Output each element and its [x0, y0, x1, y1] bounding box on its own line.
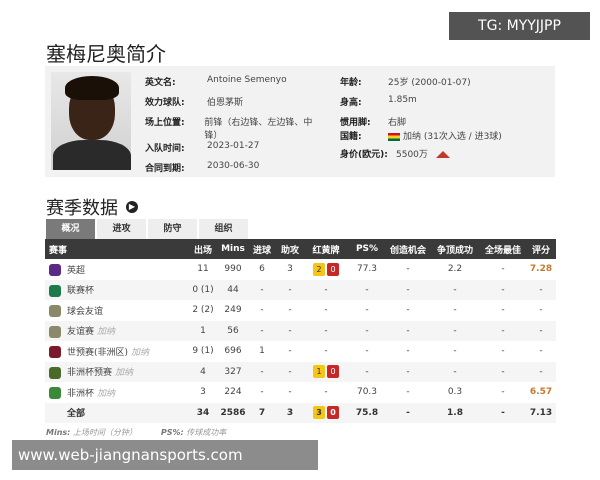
yellow-card: 3 [313, 406, 325, 420]
table-row[interactable]: 全部 34 2586 7 3 3 0 75.8-1.8- 7.13 [45, 402, 556, 423]
table-row[interactable]: 球会友谊 2 (2) 249- - ----- - [45, 300, 556, 321]
cards: - [324, 346, 328, 357]
column-header: 评分 [526, 239, 556, 259]
table-row[interactable]: 联赛杯 0 (1) 44- - ----- - [45, 279, 556, 300]
yellow-card: 2 [313, 262, 325, 276]
column-header: 红黄牌 [304, 239, 348, 259]
column-header: Mins [218, 239, 248, 259]
tab-0[interactable]: 概况 [46, 219, 95, 239]
legend-notes: Mins: 上场时间（分钟） PS%: 传球成功率 [46, 427, 250, 438]
table-row[interactable]: 友谊赛 加纳 1 56- - ----- - [45, 320, 556, 341]
table-row[interactable]: 世预赛(非洲区) 加纳 9 (1) 696 1- ----- - [45, 341, 556, 362]
column-header: 全场最佳 [480, 239, 526, 259]
tab-2[interactable]: 防守 [148, 219, 197, 239]
section-title: 赛季数据 ▶ [46, 194, 138, 220]
tab-3[interactable]: 组织 [199, 219, 248, 239]
red-card: 0 [327, 262, 339, 276]
cards: - [324, 387, 328, 398]
profile-field: 国籍: 加纳 (31次入选 / 进3球) [340, 132, 502, 142]
tab-1[interactable]: 进攻 [97, 219, 146, 239]
profile-card: 英文名: Antoine Semenyo 效力球队: 伯恩茅斯场上位置: 前锋（右边锋、… [45, 66, 555, 177]
cards: - [324, 305, 328, 316]
column-header: 创造机会 [386, 239, 430, 259]
note: PS%: 传球成功率 [160, 428, 227, 437]
profile-field: 英文名: Antoine Semenyo [145, 75, 287, 88]
column-header: 赛事 [45, 239, 188, 259]
ghana-flag-icon [388, 132, 400, 141]
profile-field: 年龄: 25岁 (2000-01-07) [340, 78, 471, 88]
competition-name: 全部 [67, 409, 86, 419]
competition-name: 非洲杯预赛 [67, 368, 113, 378]
player-photo [51, 72, 131, 170]
competition-logo-icon [49, 346, 61, 358]
column-header: PS% [348, 239, 386, 259]
stats-tabs: 概况 进攻 防守 组织 [46, 219, 250, 239]
column-header: 助攻 [276, 239, 304, 259]
profile-field: 效力球队: 伯恩茅斯 [145, 98, 244, 108]
competition-logo-icon [49, 325, 61, 338]
profile-field: 身高: 1.85m [340, 95, 417, 108]
table-row[interactable]: 非洲杯 加纳 3 224- - -70.3-0.3- 6.57 [45, 382, 556, 403]
profile-field: 合同到期: 2030-06-30 [145, 161, 260, 174]
competition-name: 非洲杯 [67, 388, 95, 399]
watermark-bottom: www.web-jiangnansports.com [12, 440, 318, 470]
competition-logo-icon [49, 366, 61, 379]
competition-name: 联赛杯 [67, 286, 95, 296]
column-header: 进球 [248, 239, 276, 259]
competition-name: 世预赛(非洲区) [67, 347, 129, 358]
profile-field: 入队时间: 2023-01-27 [145, 141, 260, 154]
competition-logo-icon [49, 264, 61, 276]
column-header: 争顶成功 [430, 239, 480, 259]
profile-field: 场上位置: 前锋（右边锋、左边锋、中锋） [145, 118, 313, 141]
profile-field: 身价(欧元): 5500万 [340, 147, 450, 160]
profile-field: 惯用脚: 右脚 [340, 118, 407, 128]
red-card: 0 [327, 365, 339, 379]
stats-table: 赛事 出场 Mins 进球 助攻 红黄牌 PS% 创造机会 争顶成功 全场最佳 评分 英超 11 99… [45, 239, 556, 423]
competition-logo-icon [49, 305, 61, 317]
competition-logo-icon [49, 387, 61, 399]
competition-logo-icon [49, 284, 61, 297]
cards: - [304, 279, 348, 300]
red-card: 0 [327, 406, 339, 420]
cards: - [304, 320, 348, 341]
yellow-card: 1 [313, 365, 325, 379]
competition-name: 球会友谊 [67, 306, 104, 317]
column-header: 出场 [188, 239, 218, 259]
watermark-top: TG: MYYJJPP [449, 12, 590, 40]
competition-name: 友谊赛 [67, 327, 95, 337]
competition-name: 英超 [67, 265, 86, 276]
arrow-right-icon[interactable]: ▶ [126, 201, 138, 213]
table-row[interactable]: 英超 11 990 6 3 2 0 77.3-2.2- 7.28 [45, 259, 556, 280]
trend-up-icon [435, 151, 450, 158]
note: Mins: 上场时间（分钟） [46, 428, 137, 437]
page-title: 塞梅尼奥简介 [46, 42, 166, 66]
